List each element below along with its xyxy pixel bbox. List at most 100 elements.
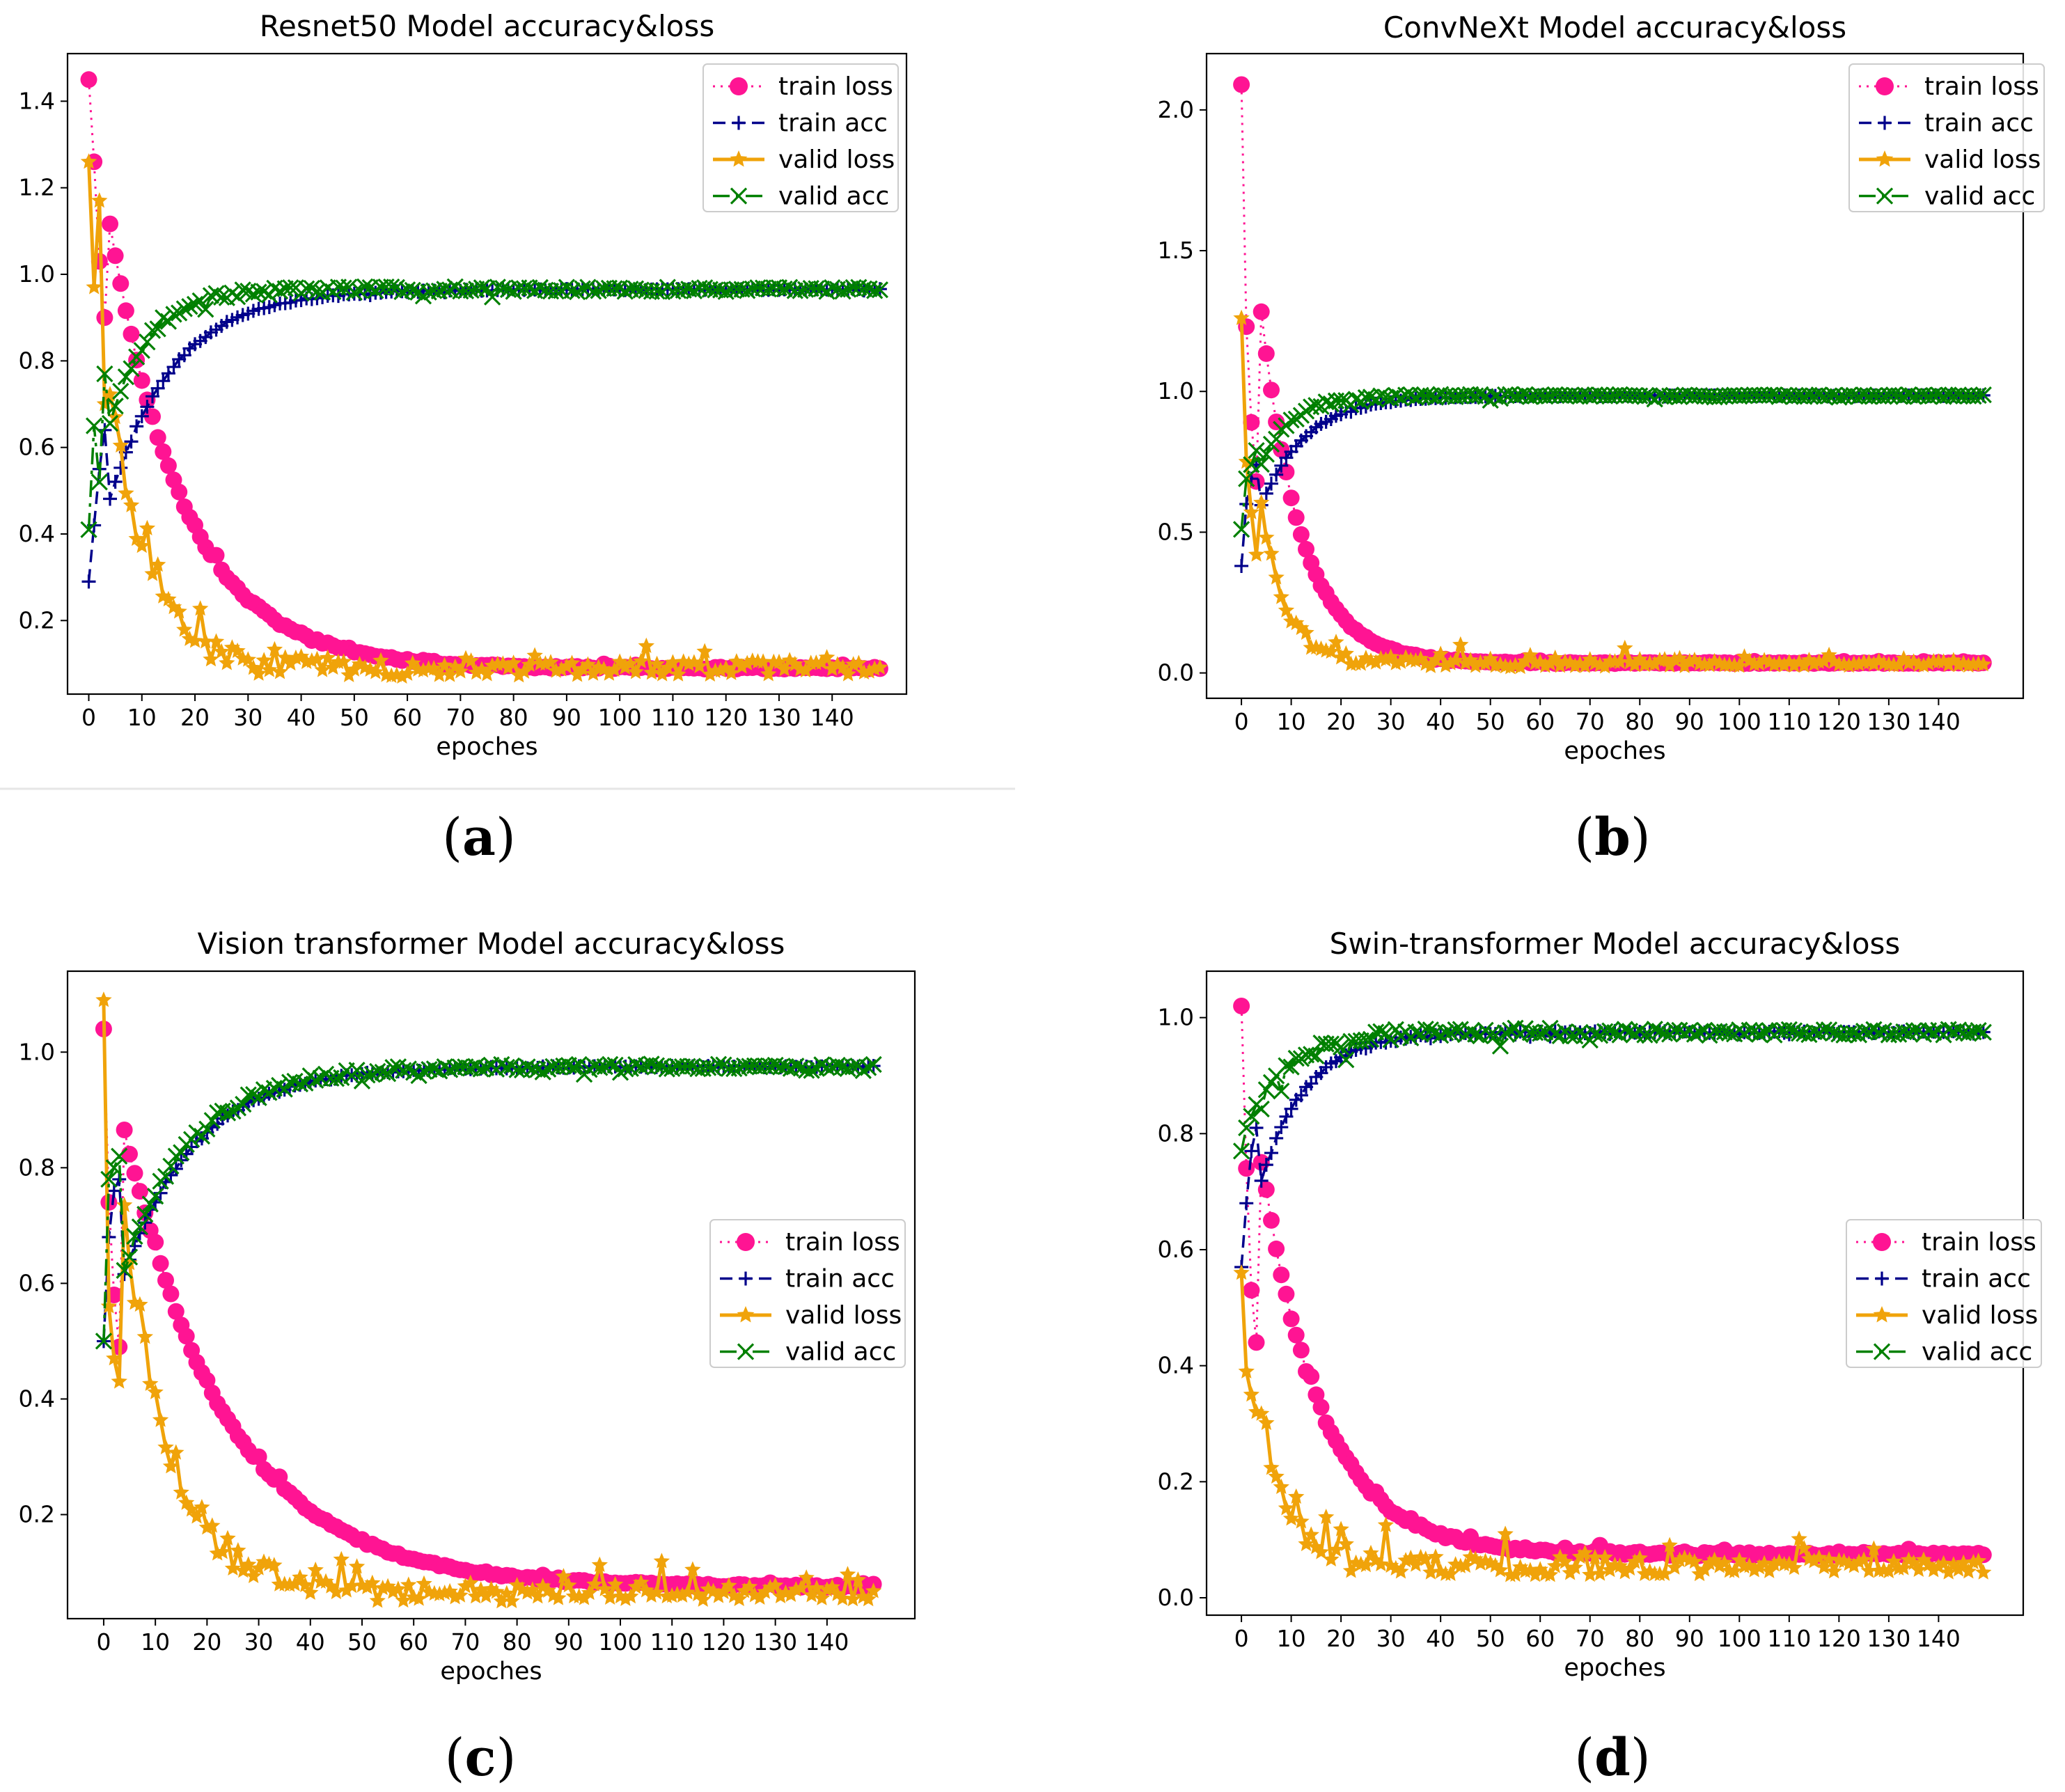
data-point: [126, 1227, 143, 1245]
data-point: [1736, 1025, 1753, 1042]
data-point: [648, 1584, 665, 1600]
plot-area: [80, 71, 889, 684]
data-point: [723, 664, 740, 680]
data-point: [1497, 1525, 1514, 1541]
panel-label: (a): [442, 808, 516, 867]
data-point: [1244, 1144, 1259, 1158]
data-point: [643, 664, 660, 680]
legend-entry-valid-acc: valid acc: [1859, 182, 2035, 211]
data-point: [574, 280, 591, 297]
data-point: [505, 654, 522, 670]
data-point: [542, 654, 559, 670]
data-point: [404, 281, 421, 299]
y-tick-label: 0.8: [19, 347, 55, 374]
data-point: [1264, 1146, 1278, 1161]
legend-marker: [1878, 116, 1892, 130]
data-point: [112, 437, 129, 453]
x-tick-label: 0: [1234, 708, 1249, 735]
data-point: [1796, 1539, 1813, 1556]
data-point: [1457, 1557, 1474, 1573]
data-point: [367, 663, 384, 679]
data-point: [1900, 1024, 1917, 1042]
data-point: [478, 1587, 494, 1603]
data-point: [563, 282, 581, 299]
data-point: [584, 283, 602, 300]
data-point: [383, 278, 400, 296]
data-point: [173, 1144, 190, 1161]
data-point: [307, 1071, 324, 1089]
data-point: [124, 434, 139, 449]
data-point: [1269, 1131, 1284, 1145]
data-point: [1461, 1023, 1479, 1041]
data-point: [178, 1328, 195, 1345]
data-point: [1392, 389, 1410, 407]
data-point: [1786, 1559, 1803, 1575]
data-point: [187, 632, 203, 648]
data-point: [1582, 1566, 1599, 1582]
series-line: [87, 162, 881, 679]
data-point: [1238, 1119, 1255, 1137]
data-point: [1248, 546, 1265, 562]
data-point: [1253, 494, 1270, 510]
legend-entry-valid-loss: valid loss: [1859, 146, 2041, 174]
data-point: [854, 1062, 872, 1079]
data-point: [147, 1383, 164, 1399]
data-point: [173, 1484, 189, 1500]
x-tick-label: 0: [81, 704, 96, 731]
x-tick-label: 20: [1326, 1625, 1356, 1652]
data-point: [1686, 1025, 1704, 1043]
x-axis-label: epoches: [440, 1658, 542, 1685]
data-point: [1910, 1561, 1927, 1578]
data-point: [168, 1444, 184, 1460]
data-point: [1358, 1557, 1374, 1573]
data-point: [229, 642, 246, 659]
data-point: [152, 1411, 169, 1427]
data-point: [452, 663, 469, 679]
data-point: [1656, 1565, 1673, 1581]
x-tick-label: 130: [1867, 1625, 1910, 1652]
data-point: [1571, 1023, 1589, 1041]
data-point: [95, 1333, 113, 1350]
axes-frame: [1205, 52, 2025, 700]
chart-title: ConvNeXt Model accuracy&loss: [1383, 10, 1846, 45]
data-point: [498, 1058, 515, 1076]
data-point: [1257, 446, 1275, 463]
data-point: [1865, 1540, 1883, 1556]
data-point: [632, 1574, 650, 1590]
data-point: [709, 1055, 728, 1073]
data-point: [1303, 1368, 1320, 1385]
data-point: [1497, 1024, 1514, 1042]
legend-entry-valid-acc: valid acc: [1856, 1338, 2032, 1367]
legend-label: valid loss: [1922, 1301, 2038, 1330]
legend-label: valid loss: [1924, 146, 2041, 174]
data-point: [1243, 1108, 1260, 1125]
data-point: [1432, 1027, 1450, 1044]
data-point: [1661, 1536, 1678, 1553]
data-point: [632, 1058, 650, 1076]
data-point: [1666, 1021, 1683, 1039]
series-valid-loss: [1233, 1264, 1992, 1582]
data-point: [1895, 1559, 1913, 1575]
data-point: [1950, 1561, 1967, 1577]
chart-panel-c: Vision transformer Model accuracy&loss 0 1…: [19, 927, 916, 1788]
data-point: [129, 419, 144, 434]
panel-label-letter: c: [464, 1728, 496, 1788]
data-point: [157, 1272, 174, 1289]
data-point: [1233, 76, 1250, 93]
data-point: [1268, 1468, 1285, 1484]
data-point: [335, 653, 352, 669]
data-point: [333, 1550, 350, 1567]
data-point: [1233, 309, 1250, 326]
x-tick-label: 100: [1718, 708, 1761, 735]
data-point: [1243, 414, 1260, 431]
panel-label: (c): [445, 1728, 517, 1788]
data-point: [1417, 1020, 1434, 1038]
x-tick-label: 50: [340, 704, 369, 731]
x-tick-label: 20: [1326, 708, 1356, 735]
data-point: [776, 661, 793, 677]
data-point: [86, 417, 103, 434]
legend-entry-valid-loss: valid loss: [720, 1301, 902, 1330]
legend-label: train loss: [785, 1228, 900, 1257]
data-point: [1269, 467, 1284, 482]
data-point: [839, 1060, 856, 1078]
